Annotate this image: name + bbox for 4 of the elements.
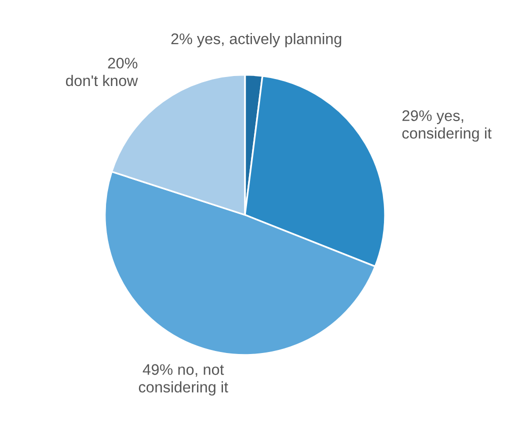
slice-label: 29% yes, considering it [402, 110, 492, 142]
slice-label: 20% don't know [66, 58, 138, 86]
slice-label: 2% yes, actively planning [171, 33, 342, 48]
slice-label: 49% no, not considering it [138, 364, 228, 396]
